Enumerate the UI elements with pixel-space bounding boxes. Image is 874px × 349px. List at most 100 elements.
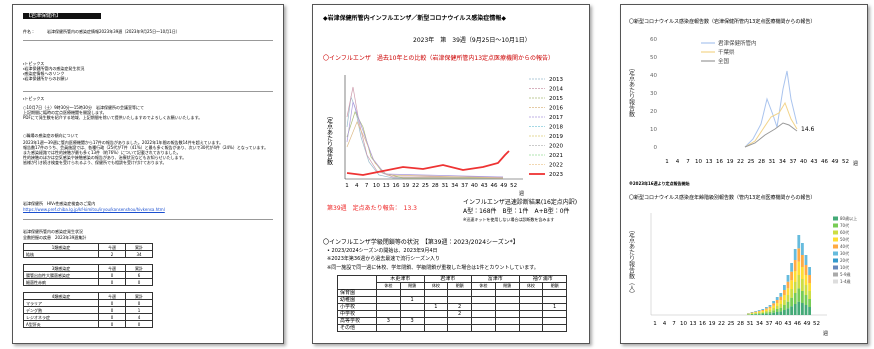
x-tick-label: 19 — [727, 159, 734, 165]
table-cell: 幼稚園 — [337, 296, 377, 304]
legend-label: 10代 — [840, 264, 849, 270]
table-cell: 細菌性赤痢 — [23, 278, 99, 286]
bar-segment — [786, 288, 790, 295]
x-tick-label: 10 — [680, 321, 687, 327]
x-tick-label: 25 — [748, 159, 755, 165]
table-cell — [494, 289, 520, 297]
table-head: 閉鎖 — [494, 282, 520, 290]
bar-segment — [797, 235, 801, 249]
table-title: 岩津保健所管内の感染症発生状況 — [23, 229, 83, 234]
bar-segment — [772, 305, 775, 308]
text-line: また感染経路では性的接触が最も多く13件（約76%）について記載されておりました… — [23, 150, 181, 155]
legend-label: 2021 — [549, 153, 563, 159]
x-tick-label: 22 — [412, 183, 419, 189]
table-row: 1類感染症 今週 累計 — [23, 243, 153, 251]
table-cell: 0 — [98, 299, 126, 307]
bar-segment — [761, 312, 765, 313]
table-cell: 結核 — [23, 250, 99, 258]
x-tick-label: 31 — [747, 321, 754, 327]
table-cell — [376, 289, 401, 297]
toc-item: ・岩津保健所管内の感染症発生状況 — [23, 66, 85, 71]
divider — [23, 91, 273, 92]
bar-segment — [793, 282, 797, 293]
bar-segment — [779, 304, 783, 308]
legend-label: 20代 — [840, 257, 849, 263]
x-tick-label: 40 — [800, 159, 807, 165]
bar-segment — [768, 313, 772, 315]
bar-segment — [754, 314, 757, 315]
table-cell — [447, 289, 472, 297]
table-head: 木更津市 — [376, 275, 425, 283]
bar-segment — [775, 300, 779, 303]
table-head: 1類感染症 — [23, 243, 99, 251]
x-tick-label: 43 — [785, 321, 792, 327]
closure-title: 〇インフルエンザ学級閉鎖等の状況 【第39週：2023/2024シーズン*】 — [323, 239, 519, 246]
table-cell — [542, 324, 567, 332]
x-tick-label: 34 — [451, 183, 458, 189]
table-cell — [518, 310, 544, 318]
right-page: 〇新型コロナウイルス感染症報告数（岩津保健所管内13定点医療機関からの報告） 定… — [620, 4, 868, 344]
table-note: 全数把握の疾患 2023年39週集計 — [23, 235, 87, 240]
closure-note: ※同一施設で同一週に休校、学年閉鎖、学級閉鎖が重複した場合は1件とカウントしてい… — [327, 265, 539, 271]
topics-text: ○10月7日（土）9時30分～15時30分 岩津保健所の会議室等にて 上記期間に臨… — [23, 105, 202, 120]
flu-text: 2023年1週～39週に管内医療機関から17件の報告がありました。2022年1年… — [23, 140, 273, 165]
x-tick-label: 13 — [383, 183, 390, 189]
bar-segment — [797, 275, 801, 289]
link[interactable]: https://www.pref.chiba.lg.jp/kf-kimitsu/… — [23, 207, 165, 212]
bar-segment — [808, 267, 811, 275]
table-cell — [423, 310, 449, 318]
x-tick-label: 10 — [373, 183, 380, 189]
table-row: マラリア 0 0 — [23, 299, 153, 307]
week: 2023年 第 39週（9月25日～10月1日） — [413, 37, 531, 44]
table-row: 木更津市 君津市 富津市 袖ケ浦市 — [337, 275, 567, 290]
bar-segment — [761, 311, 765, 312]
rapid-title: インフルエンザ迅速診断結果(16定点内訳) — [463, 199, 578, 206]
bar-segment — [750, 312, 754, 313]
table-cell — [376, 324, 401, 332]
x-tick-label: 19 — [709, 321, 716, 327]
table-cell — [518, 296, 544, 304]
bar-segment — [761, 313, 765, 314]
legend-label: 君津保健所管内 — [718, 39, 757, 47]
chart2-title: 〇新型コロナウイルス感染症年齢階級別報告数（管内13定点医療機関からの報告） — [629, 195, 816, 201]
bar-segment — [765, 313, 768, 315]
table-cell — [494, 317, 520, 325]
bar-segment — [783, 300, 786, 305]
bar-segment — [775, 297, 779, 300]
legend-label: 2017 — [549, 115, 563, 121]
current-report: 第39週 定点あたり報告： 13.3 — [327, 205, 417, 212]
chart1-title: 〇新型コロナウイルス感染症報告数（岩津保健所管内13定点医療機関からの報告） — [629, 19, 816, 25]
table-row: 中学校 2 — [337, 310, 567, 318]
bar-segment — [790, 306, 793, 315]
table-head: 富津市 — [471, 275, 520, 283]
table-cell: 0 — [98, 278, 126, 286]
x-tick-label: 1 — [345, 183, 349, 189]
x-tick-label: 49 — [832, 159, 839, 165]
legend-swatch — [833, 258, 838, 263]
bar-segment — [790, 297, 793, 307]
toc: ・トピックス ・岩津保健所管内の感染症発生状況 ・感染症情報へのリンク ・岩津保健所か… — [23, 61, 84, 81]
x-tick-label: 13 — [706, 159, 713, 165]
text-line: PDFにて発生数を紹介する地域、上記期間を除いて提供いたしますのでよろしくお願い… — [23, 115, 203, 120]
legend-swatch — [833, 230, 838, 235]
table-row: 腸管出血性大腸菌感染症 0 6 — [23, 271, 153, 279]
bar-segment — [786, 281, 790, 289]
bar-segment — [750, 312, 754, 313]
x-tick-label: 34 — [779, 159, 786, 165]
toc-item: ・感染症情報へのリンク — [23, 71, 65, 76]
bar-segment — [801, 243, 804, 255]
table-head: 君津市 — [423, 275, 472, 283]
bar-segment — [772, 310, 775, 313]
text-line: 皆様が引き続き検査を受けられるよう、保健所でも相談を受け付けております。 — [23, 160, 167, 165]
bar-segment — [779, 307, 783, 312]
table-head: 今週 — [98, 243, 126, 251]
bar-segment — [783, 310, 786, 315]
table-cell: 2 — [447, 303, 472, 311]
line — [346, 101, 504, 178]
x-tick-label: 37 — [790, 159, 797, 165]
bar-segment — [783, 305, 786, 310]
bar-segment — [808, 275, 811, 283]
bar-segment — [761, 310, 765, 311]
bar-segment — [793, 304, 797, 315]
